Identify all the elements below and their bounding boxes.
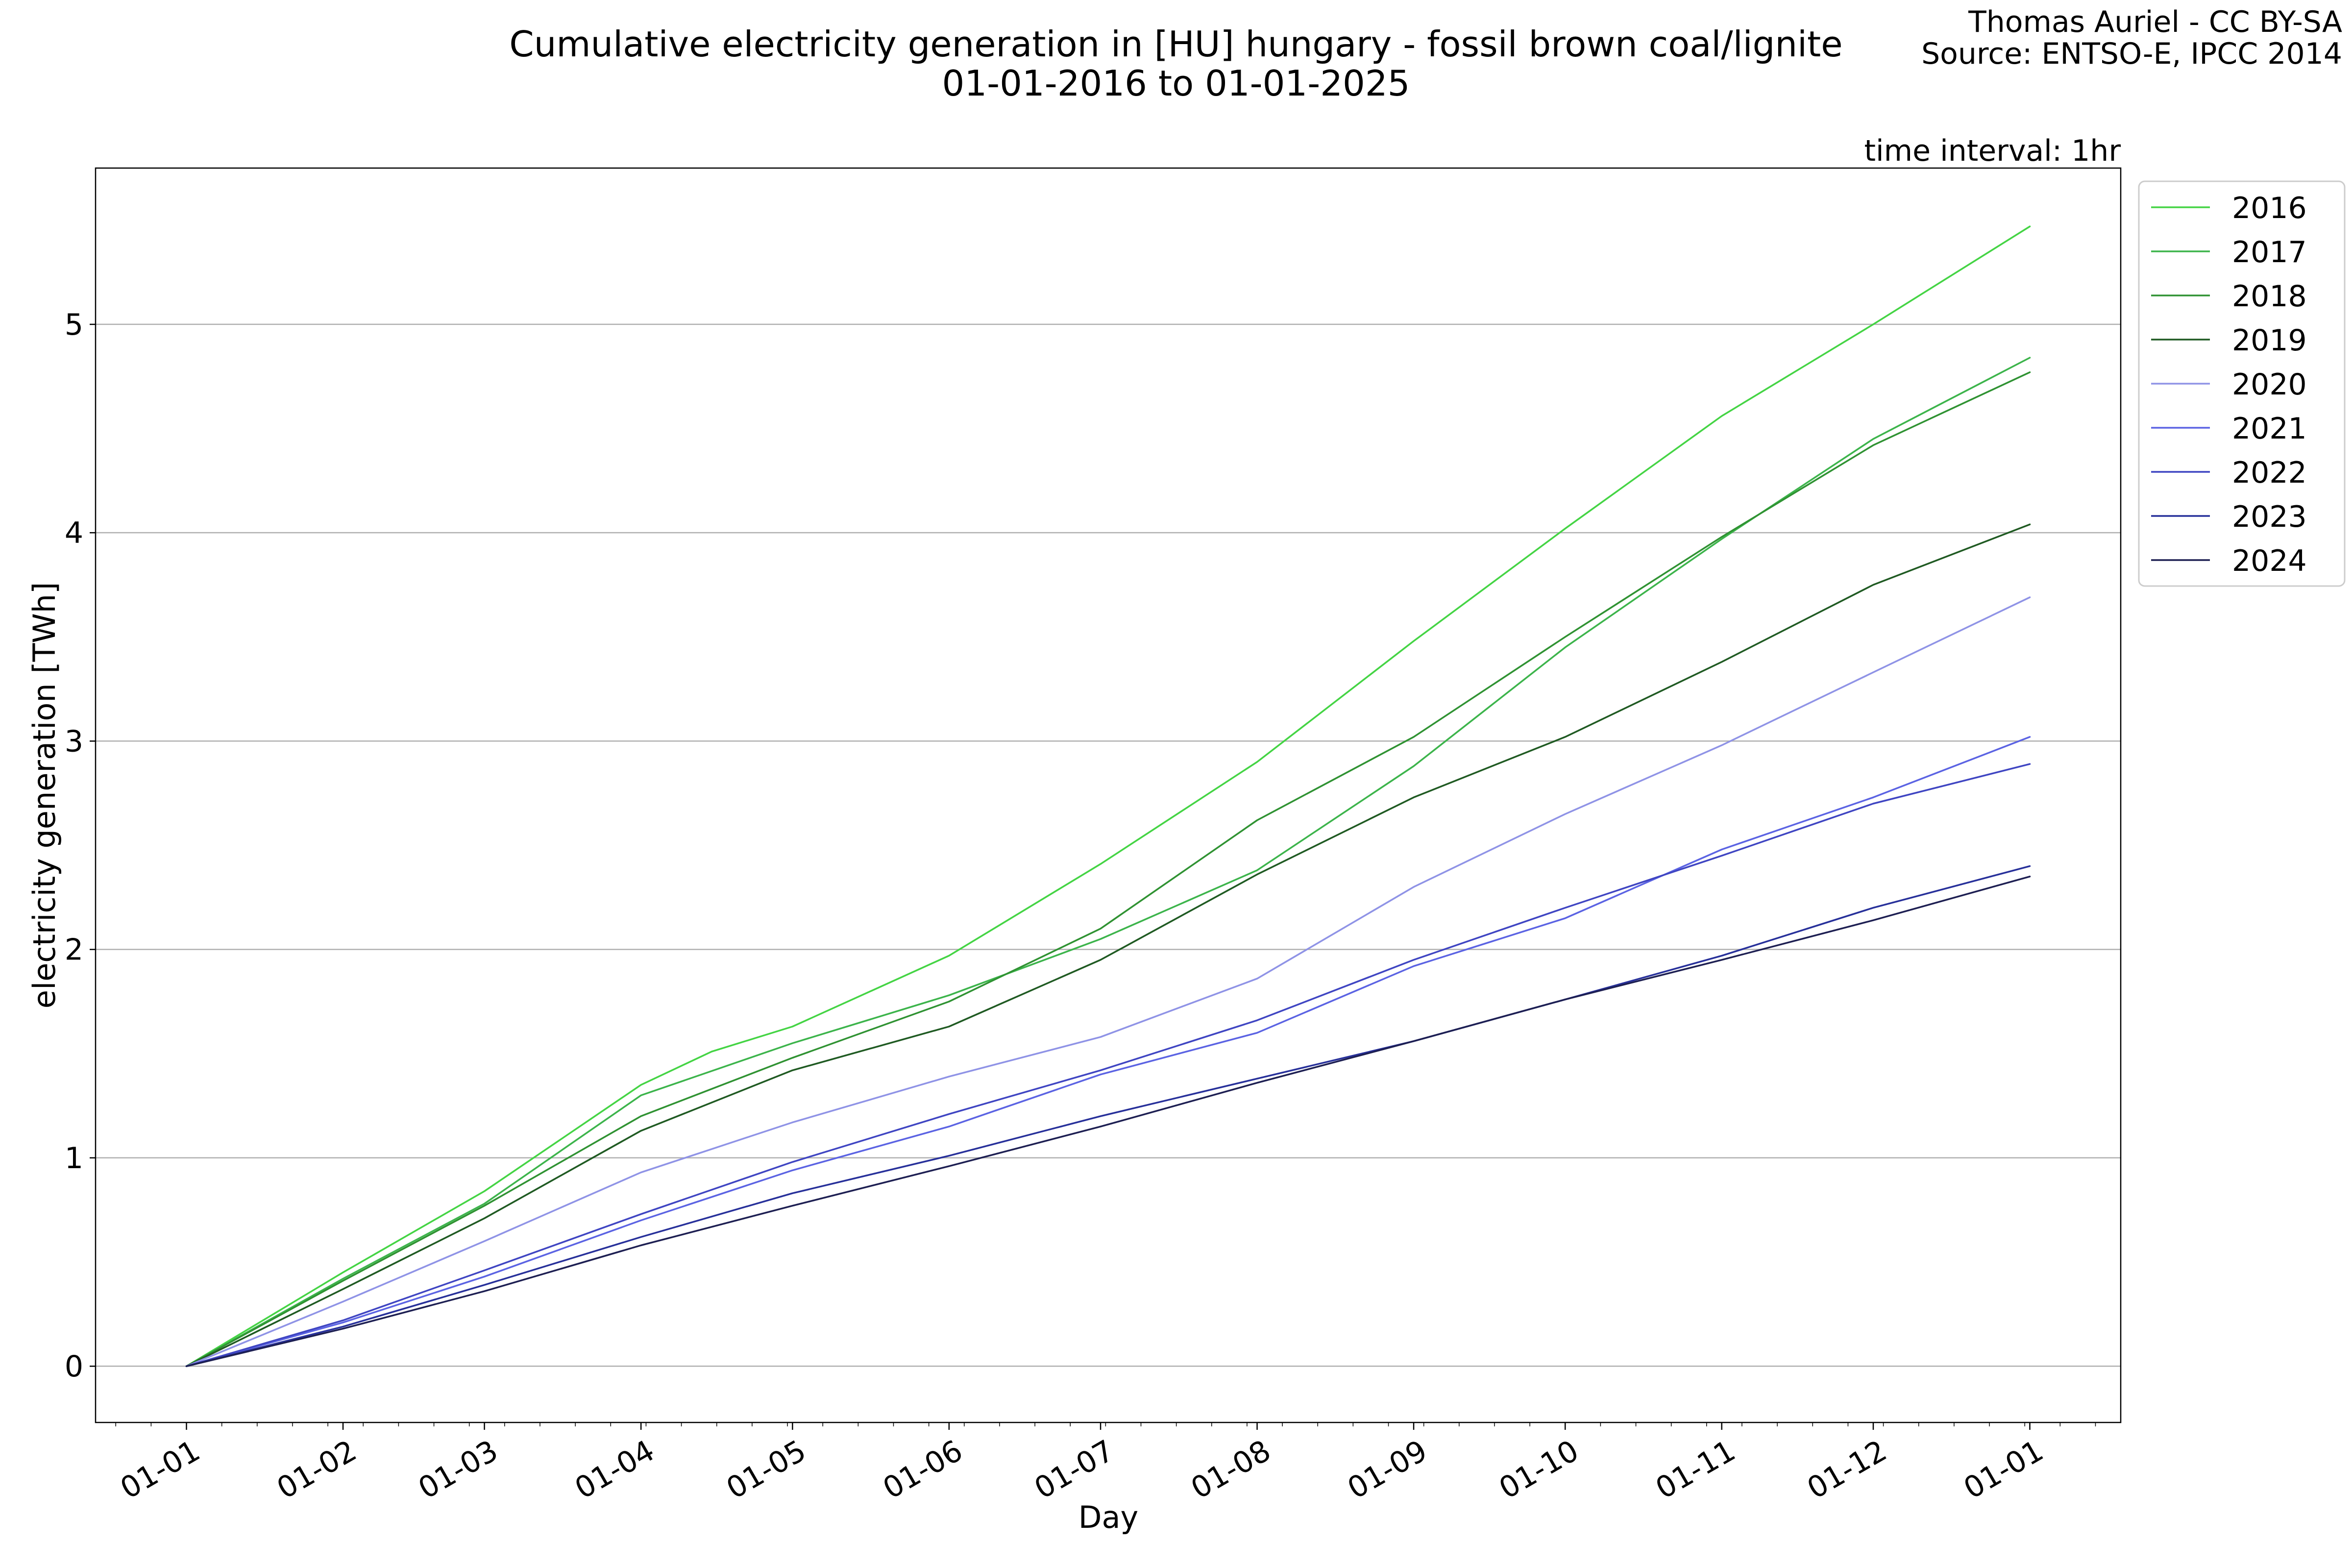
chart-title: Cumulative electricity generation in [HU… xyxy=(509,24,1842,65)
series-line-2020 xyxy=(185,596,2031,1367)
series-line-2022 xyxy=(185,763,2031,1367)
y-tick-label: 1 xyxy=(65,1141,83,1176)
y-axis: 0 1 2 3 4 5 xyxy=(65,308,96,1384)
interval-label: time interval: 1hr xyxy=(1864,134,2121,168)
legend-label-2024: 2024 xyxy=(2232,544,2307,578)
series-lines xyxy=(185,225,2031,1367)
legend-label-2016: 2016 xyxy=(2232,191,2307,225)
legend-label-2023: 2023 xyxy=(2232,500,2307,534)
series-line-2017 xyxy=(185,357,2031,1367)
y-axis-label: electricity generation [TWh] xyxy=(26,582,62,1008)
series-line-2018 xyxy=(185,371,2031,1367)
chart-subtitle: 01-01-2016 to 01-01-2025 xyxy=(942,63,1410,104)
legend-box xyxy=(2138,180,2346,587)
series-line-2019 xyxy=(185,523,2031,1367)
y-tick-label: 0 xyxy=(65,1349,83,1384)
chart-source: Source: ENTSO-E, IPCC 2014 xyxy=(1921,37,2342,71)
series-line-2021 xyxy=(185,736,2031,1367)
plot-area-frame xyxy=(95,167,2122,1423)
grid-lines xyxy=(96,323,2121,1367)
legend-label-2020: 2020 xyxy=(2232,368,2307,402)
y-tick-label: 2 xyxy=(65,933,83,967)
legend-label-2017: 2017 xyxy=(2232,235,2307,270)
chart-credit: Thomas Auriel - CC BY-SA xyxy=(1968,5,2342,39)
legend-entries: 2016 2017 2018 2019 2020 2021 2022 2023 2024 xyxy=(2151,191,2307,578)
y-tick-label: 5 xyxy=(65,308,83,342)
series-line-2023 xyxy=(185,865,2031,1367)
legend-label-2022: 2022 xyxy=(2232,456,2307,490)
y-tick-label: 4 xyxy=(65,516,83,550)
series-line-2016 xyxy=(185,225,2031,1367)
series-line-2024 xyxy=(185,876,2031,1367)
y-tick-label: 3 xyxy=(65,724,83,759)
x-axis-label: Day xyxy=(1078,1499,1138,1535)
legend-label-2021: 2021 xyxy=(2232,412,2307,446)
legend-label-2019: 2019 xyxy=(2232,323,2307,358)
legend-label-2018: 2018 xyxy=(2232,279,2307,314)
legend: 2016 2017 2018 2019 2020 2021 2022 2023 2024 xyxy=(2138,180,2346,587)
